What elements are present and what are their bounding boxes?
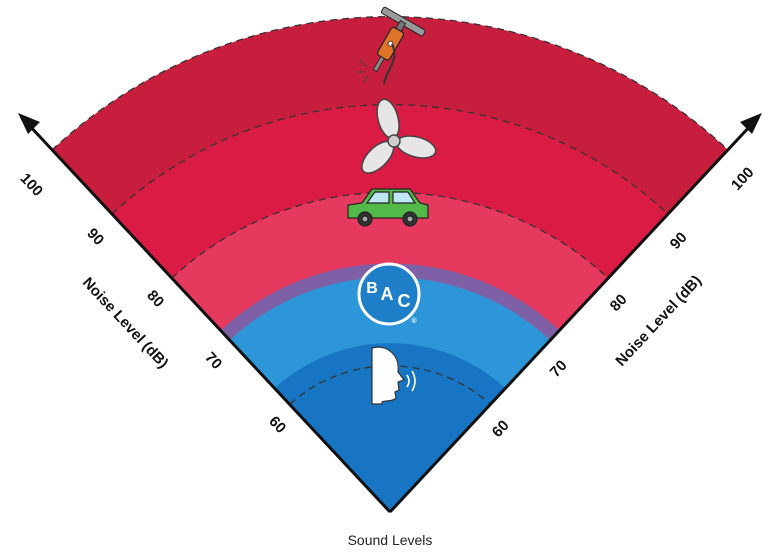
right-tick-60: 60: [489, 417, 513, 441]
left-tick-80: 80: [143, 287, 167, 311]
logo-letter-a: A: [381, 284, 394, 304]
car-icon: [347, 188, 429, 227]
speaking-head-icon: [371, 346, 416, 405]
right-axis: [388, 122, 754, 514]
arc-80: [171, 191, 609, 279]
right-axis-title: Noise Level (dB): [612, 272, 705, 370]
arc-100: [51, 16, 729, 151]
left-tick-70: 70: [201, 349, 225, 373]
left-tick-90: 90: [83, 225, 107, 249]
logo-letter-b: B: [366, 280, 378, 297]
band-60-blue: [275, 343, 505, 512]
caption: Sound Levels: [348, 532, 433, 548]
fan-icon: [361, 98, 437, 174]
right-tick-100: 100: [728, 164, 758, 194]
logo-letter-c: C: [398, 291, 411, 311]
impact-lines: [357, 59, 369, 83]
logo-registered-mark: ®: [411, 317, 417, 325]
right-tick-90: 90: [667, 229, 691, 253]
left-tick-100: 100: [17, 170, 47, 200]
right-tick-80: 80: [607, 291, 631, 315]
left-tick-60: 60: [265, 413, 289, 437]
left-axis: [26, 122, 392, 514]
left-axis-arrow: [18, 113, 40, 134]
right-tick-70: 70: [547, 357, 571, 381]
bac-logo: B A C ®: [357, 262, 421, 326]
jackhammer-hose: [383, 43, 396, 85]
jackhammer-icon: [372, 6, 426, 73]
right-axis-arrow: [740, 113, 762, 134]
